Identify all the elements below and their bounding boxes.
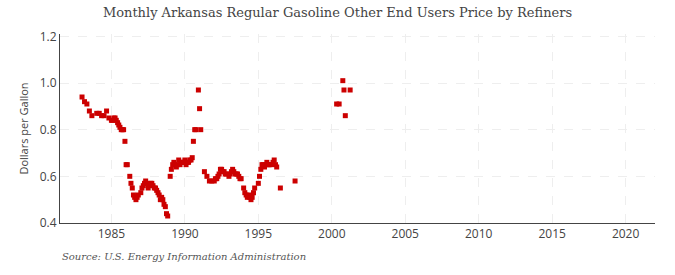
svg-text:1985: 1985 xyxy=(98,225,126,242)
svg-text:0.6: 0.6 xyxy=(40,168,57,185)
svg-text:0.4: 0.4 xyxy=(40,214,57,231)
svg-text:0.8: 0.8 xyxy=(40,121,57,138)
svg-text:Monthly Arkansas Regular Gasol: Monthly Arkansas Regular Gasoline Other … xyxy=(103,5,572,20)
svg-text:Dollars per Gallon: Dollars per Gallon xyxy=(16,82,31,174)
svg-text:2015: 2015 xyxy=(538,225,566,242)
svg-text:1995: 1995 xyxy=(245,225,273,242)
svg-text:2005: 2005 xyxy=(392,225,420,242)
svg-text:2000: 2000 xyxy=(318,225,346,242)
svg-text:1.0: 1.0 xyxy=(40,74,57,91)
svg-text:2010: 2010 xyxy=(465,225,493,242)
svg-text:1.2: 1.2 xyxy=(40,28,57,45)
svg-text:1990: 1990 xyxy=(171,225,199,242)
svg-text:2020: 2020 xyxy=(612,225,640,242)
svg-text:Source: U.S. Energy Informatio: Source: U.S. Energy Information Administ… xyxy=(62,251,306,262)
